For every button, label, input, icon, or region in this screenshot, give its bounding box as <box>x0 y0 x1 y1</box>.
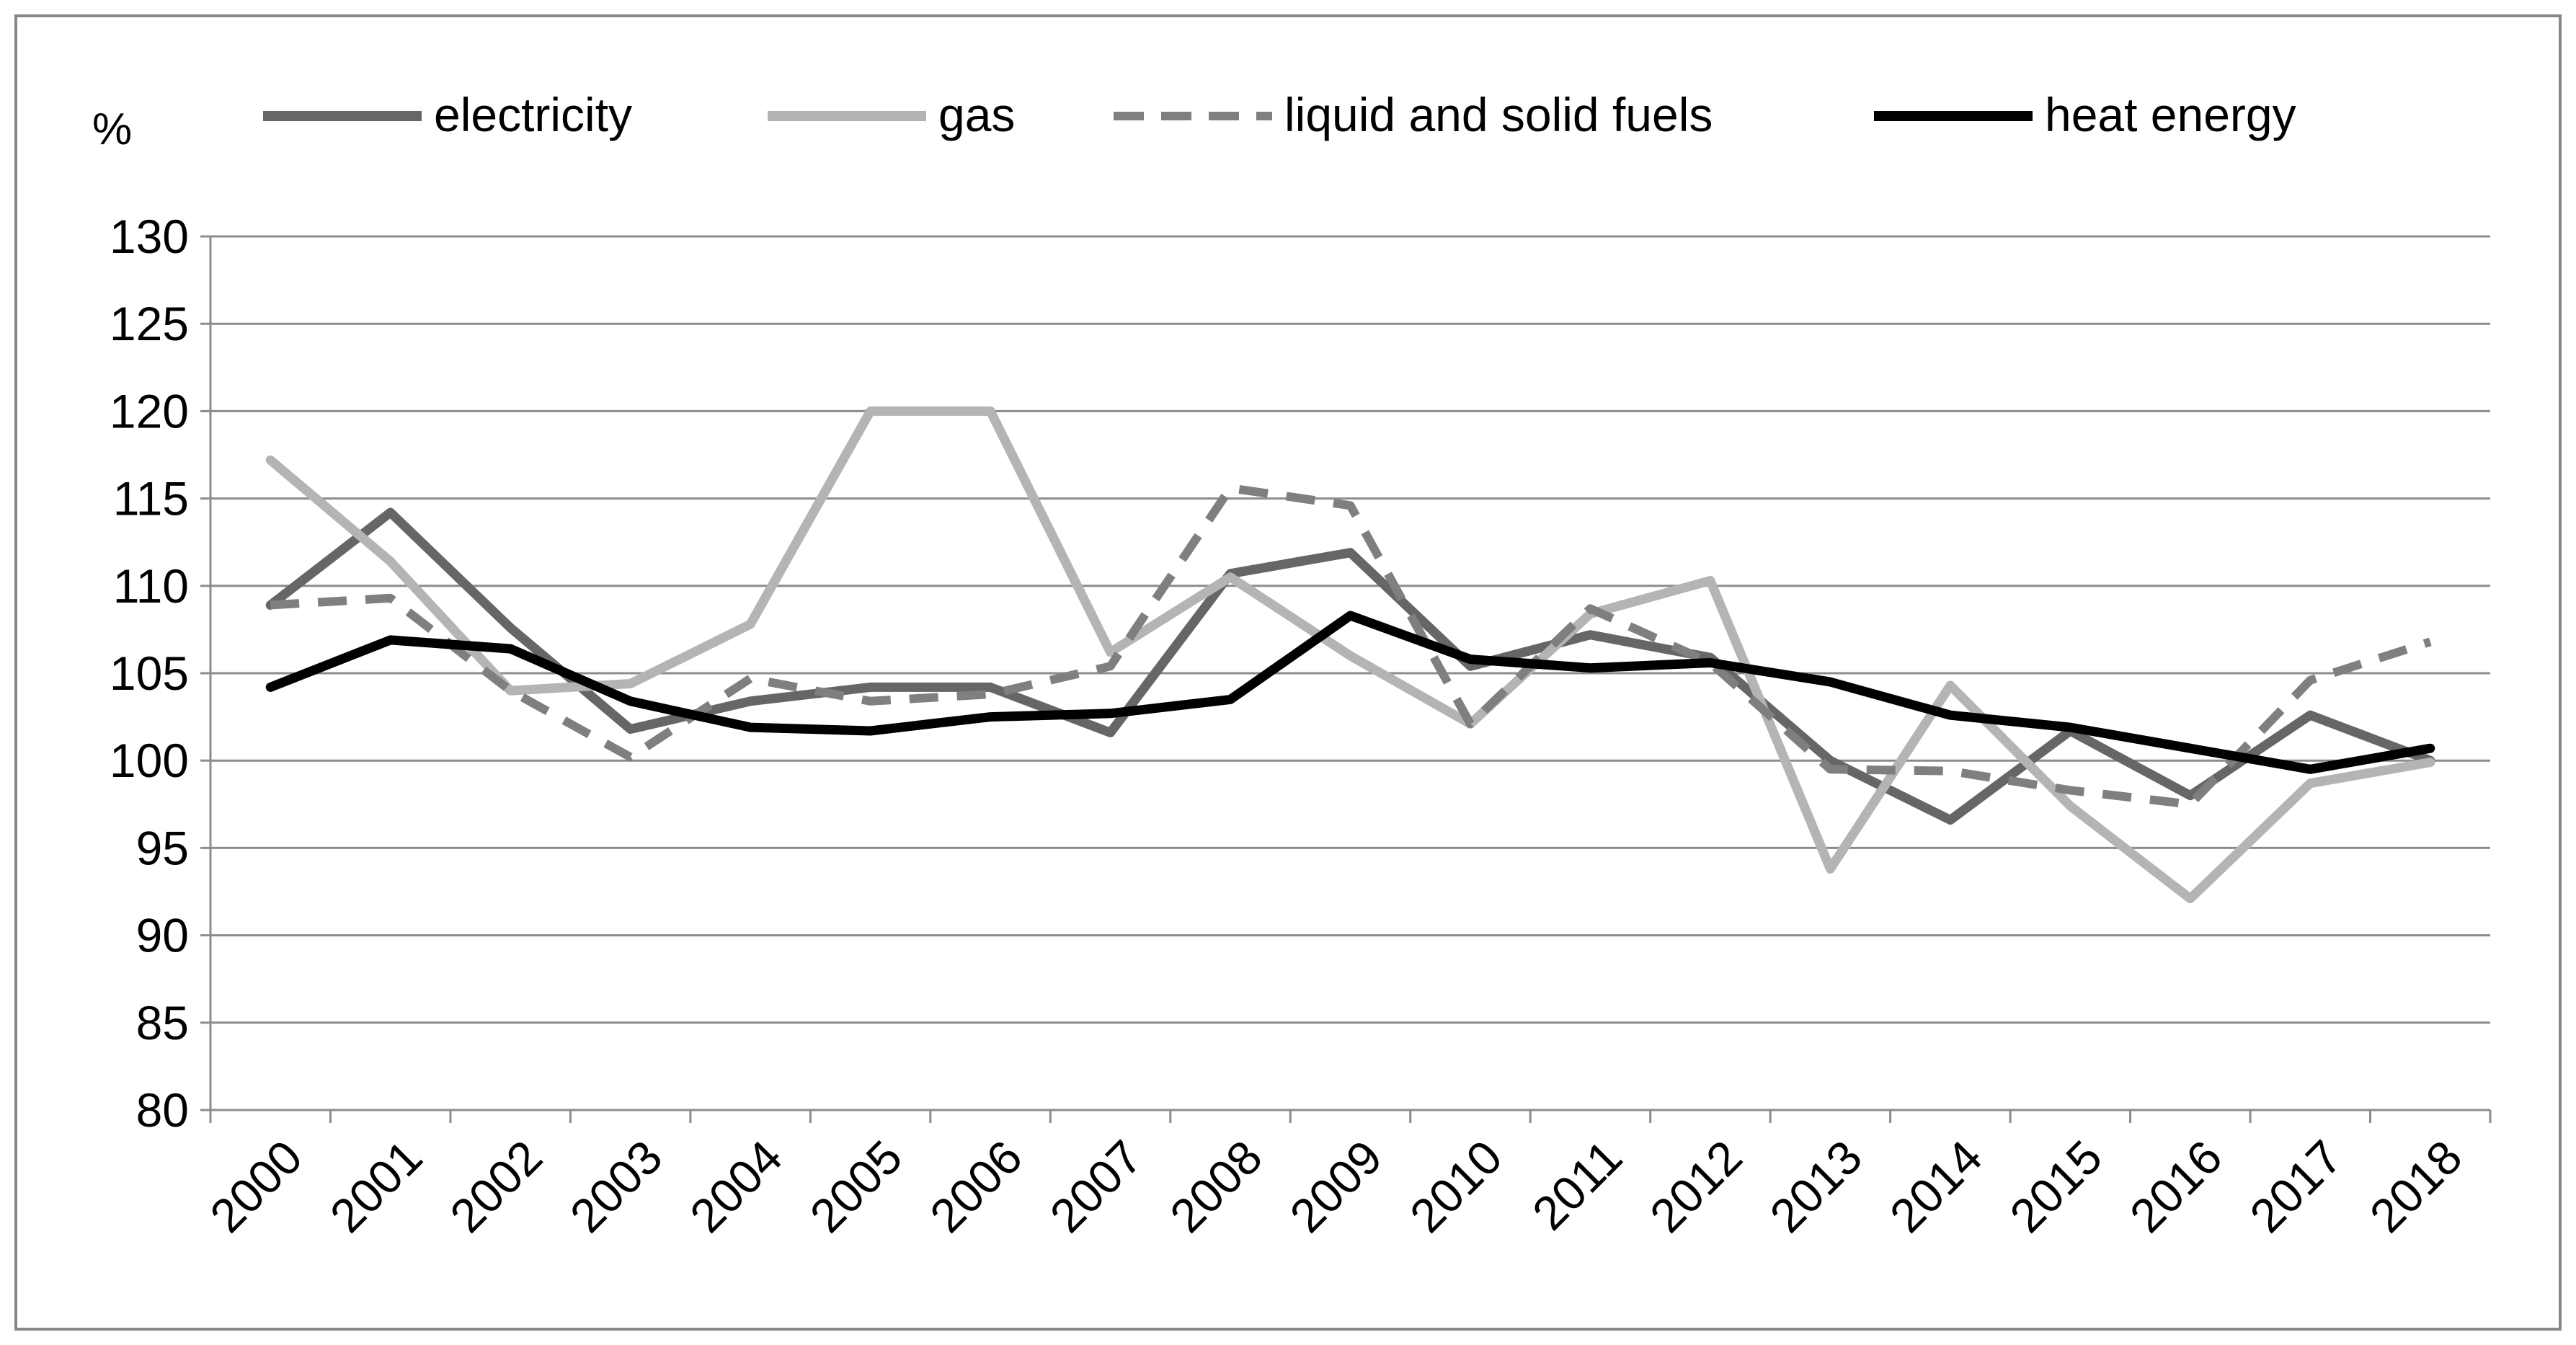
series-line-liquid-and-solid-fuels <box>270 484 2432 809</box>
y-tick-label-90: 90 <box>136 909 189 962</box>
series-line-gas <box>265 406 2435 904</box>
y-tick-label-80: 80 <box>136 1083 189 1137</box>
legend-label-electricity: electricity <box>434 88 632 141</box>
series-line-heat-energy <box>265 611 2435 774</box>
legend-item-gas: gas <box>768 88 1015 141</box>
y-tick-labels: 80 85 90 95 100 105 110 115 120 125 130 <box>110 210 189 1137</box>
axes <box>200 235 2492 1123</box>
y-tick-label-100: 100 <box>110 734 189 787</box>
legend-label-gas: gas <box>938 88 1015 141</box>
series-lines <box>265 406 2435 904</box>
legend: electricity gas liquid and solid fuels h… <box>263 88 2296 141</box>
legend-label-liquid-and-solid-fuels: liquid and solid fuels <box>1284 88 1713 141</box>
y-tick-label-115: 115 <box>113 472 189 525</box>
y-tick-label-130: 130 <box>110 210 189 263</box>
y-tick-label-125: 125 <box>110 297 189 350</box>
legend-item-heat-energy: heat energy <box>1874 88 2296 141</box>
y-tick-label-105: 105 <box>110 647 189 700</box>
legend-label-heat-energy: heat energy <box>2045 88 2296 141</box>
y-tick-label-120: 120 <box>110 384 189 438</box>
y-tick-label-85: 85 <box>136 996 189 1049</box>
y-tick-label-95: 95 <box>136 821 189 874</box>
legend-item-liquid-and-solid-fuels: liquid and solid fuels <box>1114 88 1713 141</box>
legend-item-electricity: electricity <box>263 88 632 141</box>
gridlines <box>210 235 2490 1024</box>
y-unit-label: % <box>92 105 132 154</box>
y-tick-label-110: 110 <box>113 559 189 613</box>
